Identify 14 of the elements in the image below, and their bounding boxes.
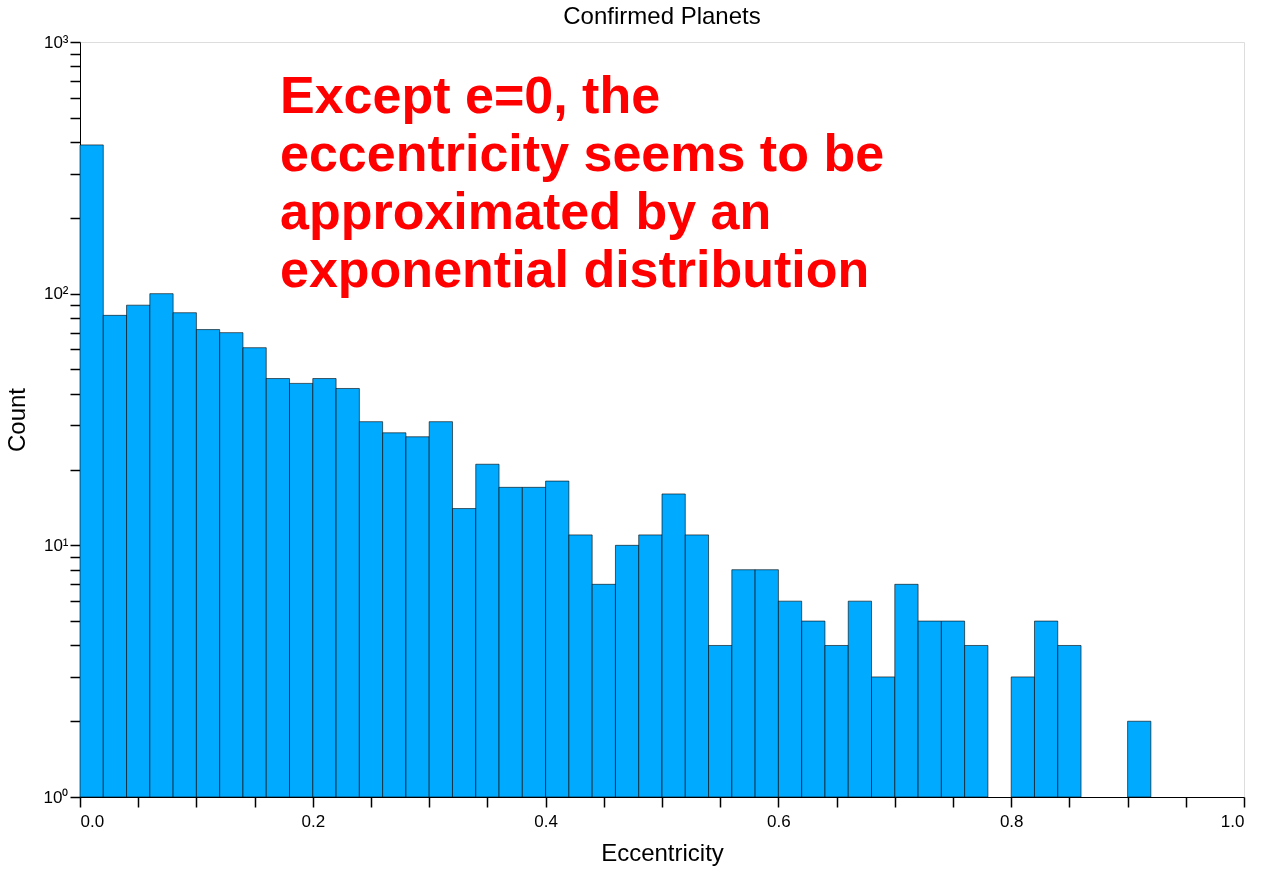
y-tick-label: 10³: [43, 32, 69, 52]
x-tick-label: 0.2: [301, 811, 326, 831]
x-tick-label: 0.4: [534, 811, 558, 831]
x-axis-title: Eccentricity: [601, 838, 724, 866]
annotation: Except e=0, the eccentricity seems to be approximated by an exponential distribution: [280, 66, 885, 298]
y-tick-label: 10⁰: [43, 787, 69, 807]
y-axis-title: Count: [2, 387, 30, 453]
y-tick-label: 10²: [43, 284, 69, 304]
x-tick-label: 0.6: [767, 811, 791, 831]
x-tick-label: 0.0: [80, 811, 105, 831]
y-tick-label: 10¹: [43, 535, 69, 555]
x-tick-label: 0.8: [999, 811, 1024, 831]
x-tick-label: 1.0: [1220, 811, 1245, 831]
chart-title: Confirmed Planets: [563, 2, 761, 29]
